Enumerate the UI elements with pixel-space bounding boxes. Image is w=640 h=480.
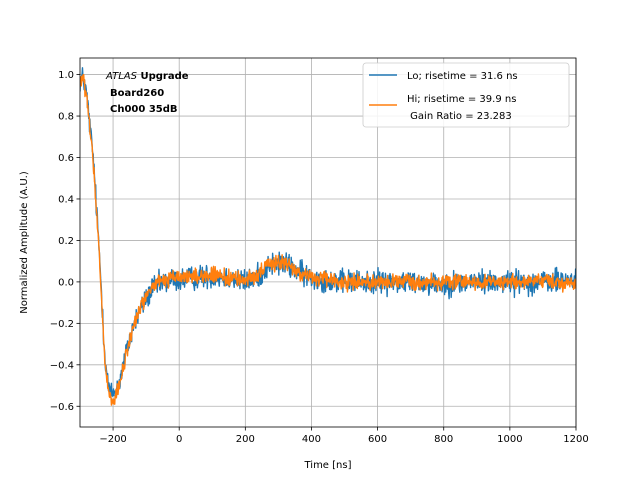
y-axis: −0.6 −0.4 −0.2 0.0 0.2 0.4 0.6 0.8 1.0 <box>50 70 80 413</box>
y-tick-label: 0.0 <box>58 277 74 288</box>
x-tick-label: 1000 <box>497 434 522 445</box>
x-axis: −200 0 200 400 600 800 1000 1200 <box>99 427 589 445</box>
y-tick-label: −0.6 <box>50 402 74 413</box>
annotation-line-2: Board260 <box>110 88 164 99</box>
series-layer <box>80 67 576 406</box>
x-tick-label: 200 <box>236 434 255 445</box>
y-tick-label: 0.2 <box>58 236 74 247</box>
legend-label-lo: Lo; risetime = 31.6 ns <box>407 71 518 82</box>
y-tick-label: 1.0 <box>58 70 74 81</box>
annotation-line-3: Ch000 35dB <box>110 104 178 115</box>
y-tick-label: 0.6 <box>58 153 74 164</box>
x-tick-label: 1200 <box>563 434 588 445</box>
y-tick-label: −0.2 <box>50 319 74 330</box>
y-axis-title: Normalized Amplitude (A.U.) <box>19 171 30 314</box>
legend-box <box>362 62 570 128</box>
legend: Lo; risetime = 31.6 ns Hi; risetime = 39… <box>362 62 570 128</box>
y-tick-label: −0.4 <box>50 360 74 371</box>
annotation-upgrade: Upgrade <box>137 71 189 82</box>
x-tick-label: 600 <box>368 434 387 445</box>
plot-frame <box>79 57 577 428</box>
x-tick-label: 800 <box>434 434 453 445</box>
x-tick-label: −200 <box>99 434 126 445</box>
x-axis-title: Time [ns] <box>303 460 351 471</box>
y-tick-label: 0.4 <box>58 194 74 205</box>
y-tick-label: 0.8 <box>58 112 74 123</box>
legend-gain-ratio: Gain Ratio = 23.283 <box>407 111 512 122</box>
x-tick-label: 0 <box>176 434 182 445</box>
annotation-atlas: ATLAS <box>105 71 138 82</box>
legend-label-hi: Hi; risetime = 39.9 ns <box>407 94 516 105</box>
annotation-block: ATLAS Upgrade Board260 Ch000 35dB <box>105 71 189 115</box>
annotation-line-1: ATLAS Upgrade <box>105 71 189 82</box>
series-hi-line <box>80 73 576 406</box>
x-tick-label: 400 <box>302 434 321 445</box>
